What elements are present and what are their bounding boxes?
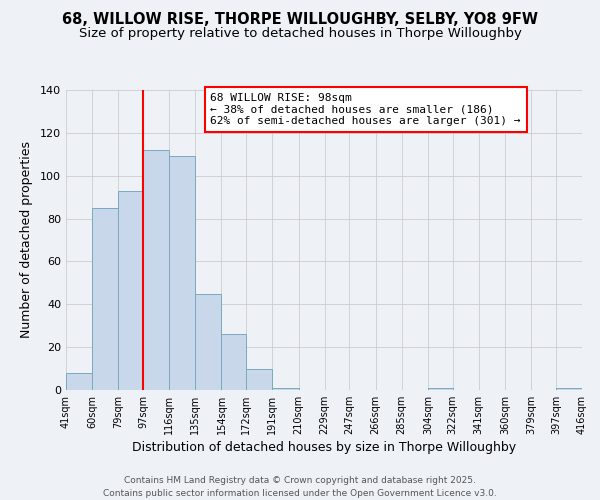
Bar bbox=[143, 150, 169, 390]
Bar bbox=[169, 156, 196, 390]
Bar bbox=[428, 388, 452, 390]
Bar bbox=[556, 388, 582, 390]
Y-axis label: Number of detached properties: Number of detached properties bbox=[20, 142, 33, 338]
Bar bbox=[92, 208, 118, 390]
Text: Contains HM Land Registry data © Crown copyright and database right 2025.
Contai: Contains HM Land Registry data © Crown c… bbox=[103, 476, 497, 498]
Bar bbox=[221, 334, 246, 390]
Text: 68, WILLOW RISE, THORPE WILLOUGHBY, SELBY, YO8 9FW: 68, WILLOW RISE, THORPE WILLOUGHBY, SELB… bbox=[62, 12, 538, 28]
Text: Size of property relative to detached houses in Thorpe Willoughby: Size of property relative to detached ho… bbox=[79, 28, 521, 40]
X-axis label: Distribution of detached houses by size in Thorpe Willoughby: Distribution of detached houses by size … bbox=[132, 441, 516, 454]
Text: 68 WILLOW RISE: 98sqm
← 38% of detached houses are smaller (186)
62% of semi-det: 68 WILLOW RISE: 98sqm ← 38% of detached … bbox=[211, 93, 521, 126]
Bar bbox=[196, 294, 221, 390]
Bar bbox=[66, 373, 92, 390]
Bar bbox=[272, 388, 299, 390]
Bar bbox=[246, 368, 272, 390]
Bar bbox=[118, 190, 143, 390]
